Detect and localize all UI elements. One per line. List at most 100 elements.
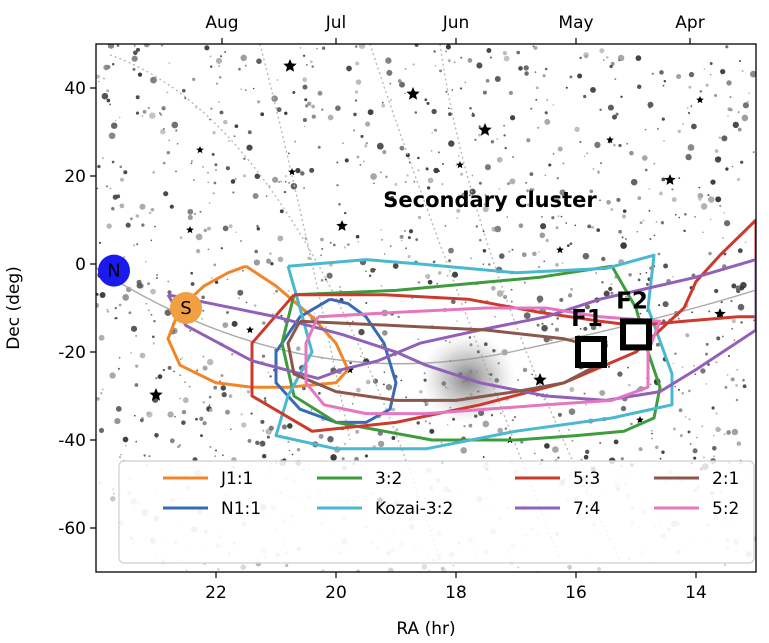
bright-star [606, 136, 614, 144]
star-dot [752, 151, 755, 154]
star-dot [579, 328, 582, 330]
star-dot [232, 191, 235, 194]
star-dot [453, 61, 456, 64]
star-dot [320, 278, 324, 282]
star-dot [106, 89, 110, 93]
star-dot [721, 335, 724, 338]
star-dot [688, 71, 695, 78]
star-dot [518, 223, 524, 229]
star-dot [468, 423, 473, 428]
star-dot [302, 77, 308, 83]
star-dot [451, 271, 459, 278]
star-dot [147, 309, 150, 312]
star-dot [470, 257, 472, 260]
star-dot [400, 379, 403, 382]
star-dot [557, 412, 562, 417]
star-dot [618, 143, 622, 148]
star-dot [464, 81, 467, 84]
star-dot [204, 45, 210, 51]
marker-s: S [170, 292, 202, 324]
star-dot [250, 412, 253, 415]
star-dot [446, 423, 449, 426]
star-dot [464, 301, 467, 304]
star-dot [98, 80, 100, 83]
star-dot [344, 158, 349, 163]
star-dot [199, 416, 204, 421]
star-dot [742, 102, 749, 109]
star-dot [265, 258, 272, 264]
star-dot [167, 411, 174, 418]
star-dot [291, 453, 294, 456]
star-dot [482, 230, 485, 233]
star-dot [173, 330, 176, 332]
star-dot [354, 45, 358, 48]
star-dot [510, 288, 513, 291]
star-dot [355, 234, 360, 239]
star-dot [741, 114, 749, 122]
legend-label: 3:2 [375, 469, 402, 489]
star-dot [684, 213, 687, 216]
star-dot [489, 56, 492, 59]
star-dot [109, 372, 116, 379]
star-dot [355, 79, 362, 85]
star-dot [455, 164, 458, 167]
star-dot [202, 421, 207, 426]
star-dot [677, 129, 681, 134]
star-dot [642, 219, 645, 222]
star-dot [372, 378, 379, 384]
star-dot [544, 67, 548, 71]
star-dot [169, 204, 174, 209]
star-dot [610, 283, 613, 285]
star-dot [111, 160, 115, 164]
star-dot [662, 301, 669, 308]
star-dot [731, 428, 739, 436]
star-dot [583, 454, 589, 460]
star-dot [355, 429, 360, 434]
star-dot [360, 355, 362, 358]
star-dot [406, 174, 409, 177]
top-tick-label: May [558, 13, 593, 33]
star-dot [116, 44, 120, 47]
star-dot [510, 300, 513, 303]
star-dot [209, 408, 213, 412]
star-dot [268, 425, 274, 431]
star-dot [673, 427, 676, 431]
star-dot [155, 377, 158, 380]
star-dot [590, 324, 597, 331]
star-dot [114, 317, 117, 320]
star-dot [648, 188, 651, 190]
star-dot [374, 268, 376, 271]
star-dot [150, 313, 153, 316]
star-dot [215, 169, 217, 171]
star-dot [636, 84, 642, 90]
star-dot [404, 230, 406, 232]
star-dot [174, 415, 176, 418]
star-dot [114, 119, 117, 122]
star-dot [381, 344, 383, 346]
star-dot [414, 44, 419, 47]
star-dot [96, 74, 101, 79]
star-dot [552, 446, 559, 453]
star-dot [659, 70, 664, 75]
star-dot [532, 45, 535, 48]
star-dot [641, 155, 648, 161]
star-dot [534, 452, 536, 455]
star-dot [351, 403, 354, 405]
star-dot [357, 241, 360, 243]
star-dot [713, 455, 715, 458]
star-dot [586, 152, 589, 155]
star-dot [661, 117, 665, 121]
field-box [575, 336, 607, 368]
star-dot [123, 255, 126, 259]
star-dot [742, 378, 745, 382]
star-dot [162, 127, 165, 130]
star-dot [280, 180, 282, 183]
star-dot [431, 108, 437, 115]
star-dot [119, 203, 125, 209]
star-dot [411, 297, 414, 300]
star-dot [726, 430, 731, 435]
star-dot [567, 293, 573, 298]
star-dot [645, 282, 649, 286]
star-dot [709, 218, 712, 221]
star-dot [723, 252, 727, 256]
